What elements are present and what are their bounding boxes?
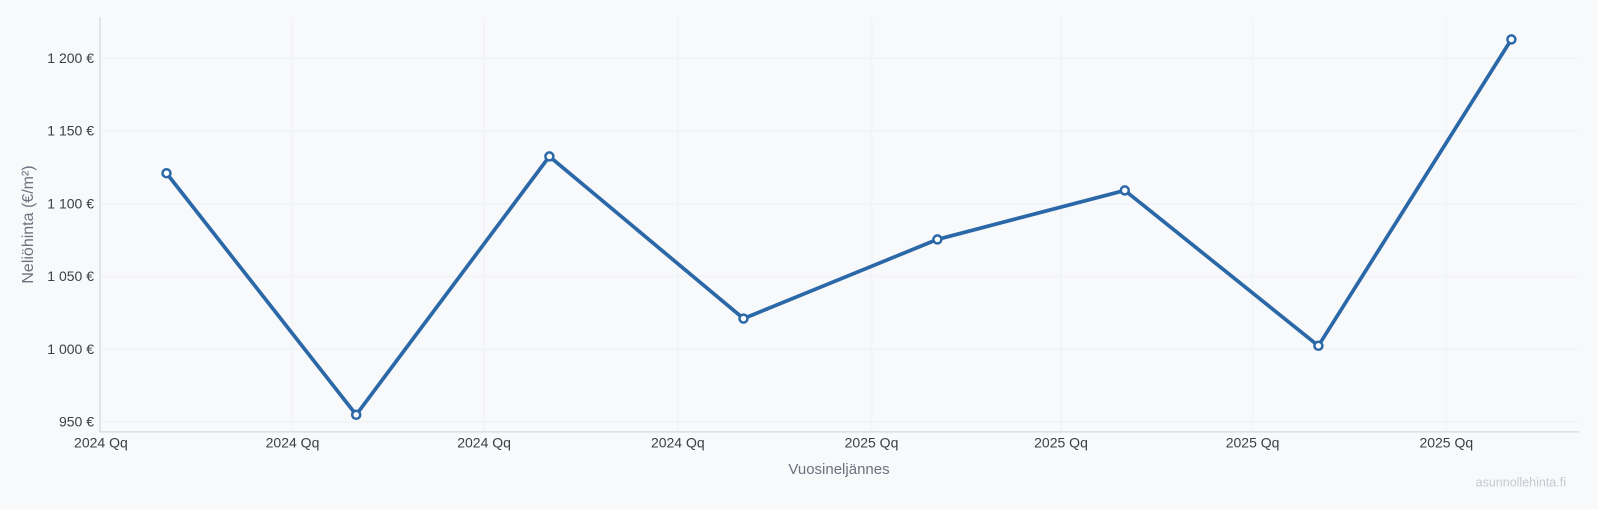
svg-text:asunnollehinta.fi: asunnollehinta.fi [1476,476,1566,490]
svg-text:2024 Qq: 2024 Qq [266,435,320,451]
svg-text:1 100 €: 1 100 € [47,195,94,211]
svg-text:Neliöhinta (€/m²): Neliöhinta (€/m²) [20,165,37,283]
svg-text:2025 Qq: 2025 Qq [1419,435,1473,451]
svg-text:2025 Qq: 2025 Qq [1034,435,1088,451]
svg-text:2024 Qq: 2024 Qq [651,435,705,451]
svg-text:1 050 €: 1 050 € [47,268,94,284]
svg-text:1 150 €: 1 150 € [47,123,94,139]
svg-text:2024 Qq: 2024 Qq [74,435,128,451]
svg-text:1 200 €: 1 200 € [47,50,94,66]
svg-text:Vuosineljännes: Vuosineljännes [788,461,889,478]
svg-text:2024 Qq: 2024 Qq [457,435,511,451]
svg-text:2025 Qq: 2025 Qq [1226,435,1280,451]
svg-text:2025 Qq: 2025 Qq [845,435,899,451]
svg-text:950 €: 950 € [59,414,94,430]
svg-text:1 000 €: 1 000 € [47,341,94,357]
